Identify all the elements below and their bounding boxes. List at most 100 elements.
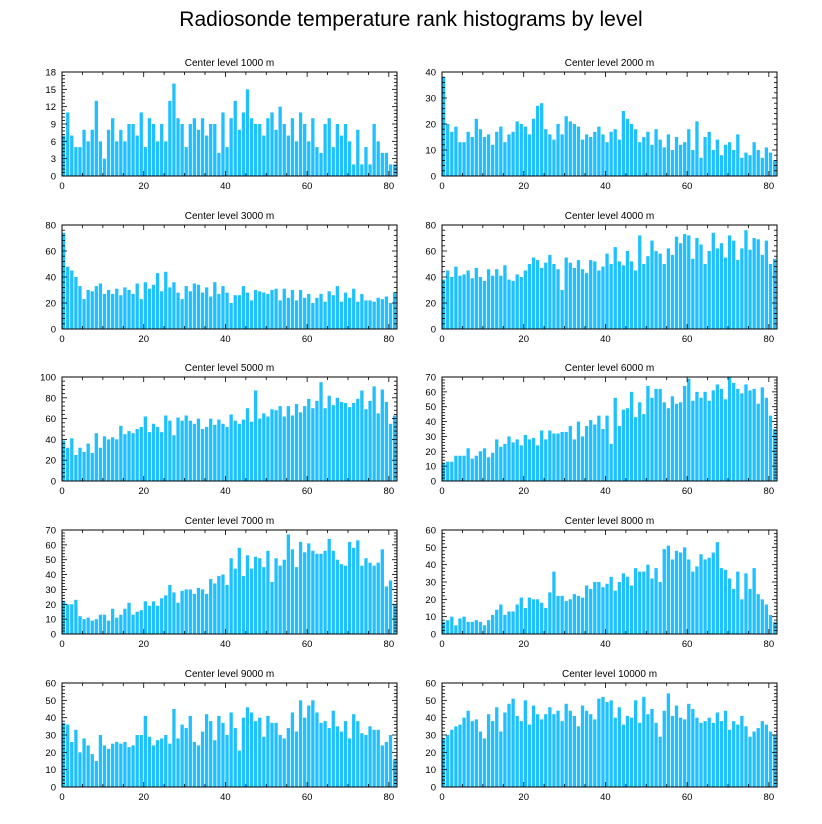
histogram-bar xyxy=(164,735,168,787)
y-tick-label: 0 xyxy=(51,630,56,641)
histogram-bar xyxy=(580,597,585,634)
y-tick-label: 40 xyxy=(45,570,56,581)
histogram-bar xyxy=(629,717,634,787)
histogram-bar xyxy=(609,576,613,634)
histogram-bar xyxy=(499,446,503,481)
histogram-bar xyxy=(568,426,572,481)
histogram-bar xyxy=(331,710,335,787)
histogram-bar xyxy=(62,440,66,481)
histogram-bar xyxy=(82,738,86,787)
histogram-bar xyxy=(556,595,560,634)
histogram-bar xyxy=(683,547,687,634)
histogram-bar xyxy=(241,112,246,176)
histogram-bar xyxy=(576,421,581,481)
histogram-bar xyxy=(290,712,295,787)
histogram-bar xyxy=(723,399,728,481)
histogram-bar xyxy=(368,400,372,481)
histogram-bar xyxy=(768,614,773,634)
histogram-bar xyxy=(744,152,748,176)
histogram-bar xyxy=(458,142,462,176)
histogram-bar xyxy=(245,89,250,176)
histogram-bar xyxy=(278,406,282,481)
x-tick-label: 60 xyxy=(302,181,313,192)
x-tick-label: 40 xyxy=(220,486,231,497)
histogram-bar xyxy=(127,747,131,787)
histogram-bar xyxy=(646,564,650,634)
histogram-bar xyxy=(360,293,364,329)
histogram-bar xyxy=(540,719,544,787)
histogram-bar xyxy=(454,266,458,329)
histogram-bar xyxy=(691,400,695,481)
x-tick-label: 20 xyxy=(518,334,529,345)
histogram-bar xyxy=(62,722,66,787)
histogram-bar xyxy=(609,264,613,329)
histogram-bar xyxy=(245,707,250,787)
x-tick-label: 60 xyxy=(302,639,313,650)
histogram-bar xyxy=(683,234,687,329)
histogram-bar xyxy=(90,620,94,634)
histogram-bar xyxy=(168,420,172,481)
histogram-bar xyxy=(311,408,315,481)
histogram-bar xyxy=(462,274,466,329)
x-tick-label: 80 xyxy=(384,639,395,650)
histogram-bar xyxy=(450,461,454,481)
histogram-bar xyxy=(209,418,213,481)
histogram-bar xyxy=(548,592,552,634)
histogram-bar xyxy=(196,284,201,329)
histogram-bar xyxy=(491,721,495,787)
histogram-bar xyxy=(772,621,777,634)
histogram-bar xyxy=(213,583,217,634)
histogram-bar xyxy=(192,593,197,634)
histogram-bar xyxy=(213,740,217,787)
histogram-panel: Center level 6000 m 0 20 40 60 80 0 10 20 30 40 50 6… xyxy=(425,363,778,497)
histogram-bar xyxy=(115,141,119,176)
histogram-bar xyxy=(356,721,360,787)
y-tick-label: 20 xyxy=(425,447,436,458)
histogram-bar xyxy=(772,429,777,481)
histogram-bar xyxy=(507,279,511,329)
y-tick-label: 10 xyxy=(45,615,56,626)
histogram-bar xyxy=(515,604,519,634)
histogram-bar xyxy=(662,264,666,329)
x-tick-label: 80 xyxy=(764,792,775,803)
histogram-bar xyxy=(262,736,266,787)
histogram-bar xyxy=(94,761,98,787)
y-tick-label: 6 xyxy=(51,137,56,148)
x-tick-label: 60 xyxy=(682,181,693,192)
histogram-bar xyxy=(466,131,470,176)
histogram-bar xyxy=(266,416,270,481)
y-tick-label: 20 xyxy=(45,600,56,611)
histogram-bar xyxy=(294,404,299,481)
x-tick-label: 60 xyxy=(682,334,693,345)
y-tick-label: 50 xyxy=(425,543,436,554)
histogram-bar xyxy=(221,574,225,634)
panel-title: Center level 2000 m xyxy=(565,58,655,69)
histogram-bar xyxy=(294,300,299,329)
histogram-bar xyxy=(307,543,311,634)
histogram-bar xyxy=(66,724,70,787)
histogram-bar xyxy=(319,152,323,176)
y-tick-label: 50 xyxy=(425,696,436,707)
histogram-bar xyxy=(650,397,654,481)
histogram-bar xyxy=(115,288,119,329)
histogram-bar xyxy=(196,587,201,634)
histogram-bar xyxy=(278,106,282,176)
histogram-bar xyxy=(670,396,675,481)
histogram-bar xyxy=(511,442,515,481)
histogram-bar xyxy=(254,390,258,481)
histogram-bar xyxy=(339,401,344,481)
histogram-bar xyxy=(335,559,340,634)
panel-title: Center level 3000 m xyxy=(185,211,275,222)
histogram-bar xyxy=(486,620,491,634)
histogram-bar xyxy=(368,164,372,176)
histogram-bar xyxy=(589,714,593,787)
histogram-bar xyxy=(237,547,241,634)
histogram-bar xyxy=(254,290,258,329)
histogram-bar xyxy=(303,297,307,329)
histogram-bar xyxy=(192,741,197,787)
histogram-bar xyxy=(217,576,221,634)
histogram-bar xyxy=(168,743,172,787)
figure-title: Radiosonde temperature rank histograms b… xyxy=(179,8,643,31)
histogram-bar xyxy=(307,705,311,787)
